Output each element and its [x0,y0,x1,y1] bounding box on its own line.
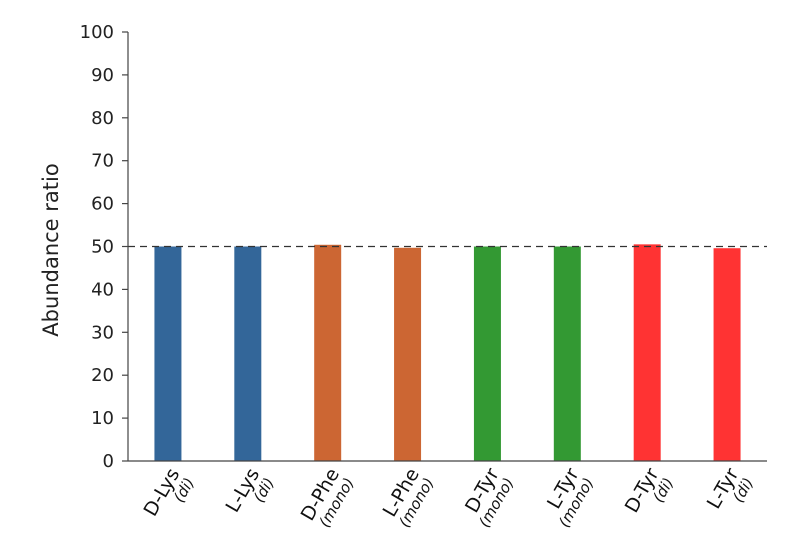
bar [234,246,262,461]
y-tick-label: 10 [91,408,114,429]
y-tick-label: 100 [80,22,114,43]
y-tick-label: 20 [91,365,114,386]
y-tick-label: 70 [91,151,114,172]
bar [314,244,342,461]
x-category-label: L-Tyr(mono) [543,464,597,530]
y-tick-label: 30 [91,322,114,343]
bar [633,244,661,461]
x-category-label: D-Phe(mono) [297,465,358,531]
y-tick-label: 40 [91,279,114,300]
x-category-label: L-Phe(mono) [379,465,438,531]
x-category-label: D-Lys(di) [139,465,198,521]
y-tick-label: 0 [103,451,114,472]
bar [154,246,182,461]
x-category-label: L-Lys(di) [222,465,278,517]
y-tick-label: 50 [91,237,114,258]
y-axis-title: Abundance ratio [39,163,63,336]
y-tick-label: 60 [91,194,114,215]
y-tick-label: 80 [91,108,114,129]
x-category-label: D-Tyr(di) [621,464,678,516]
bars [154,244,741,461]
x-category-label: D-Tyr(mono) [461,464,518,530]
bar [473,246,501,461]
y-tick-label: 90 [91,65,114,86]
x-axis-labels: D-Lys(di) L-Lys(di) D-Phe(mono) L-Phe(mono)… [139,464,757,531]
bar [713,248,741,461]
bar [394,247,422,461]
y-axis-ticks: 0 10 20 30 40 50 60 70 80 90 100 [80,22,128,472]
bar [553,246,581,461]
x-category-label: L-Tyr(di) [703,464,757,512]
